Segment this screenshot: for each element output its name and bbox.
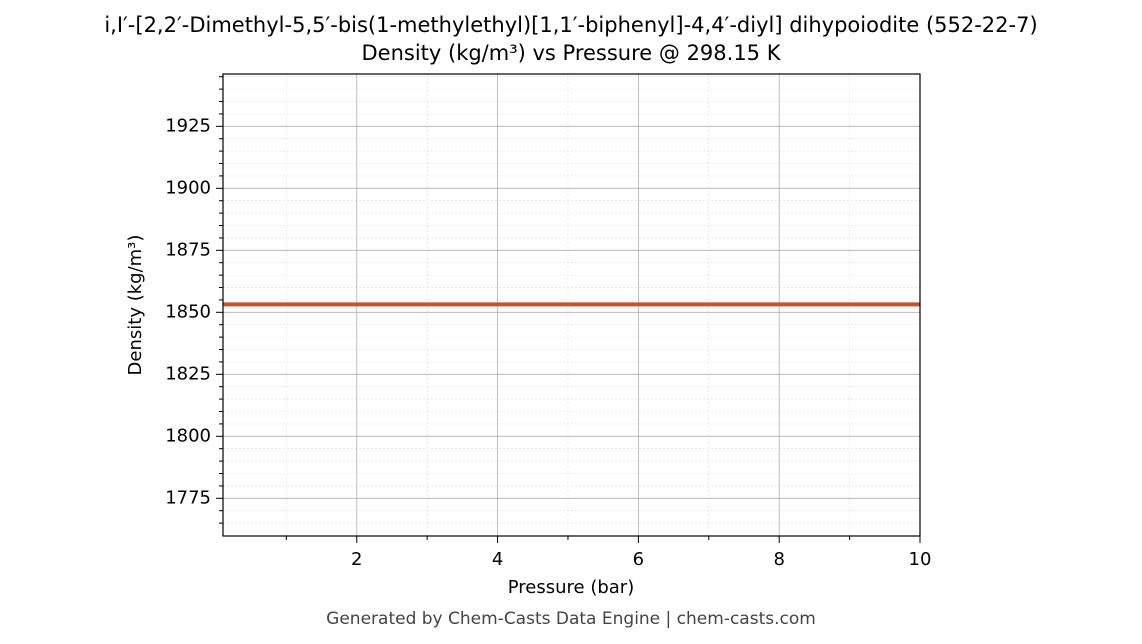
footer: Generated by Chem-Casts Data Engine | ch…: [326, 609, 816, 629]
y-tick-label: 1900: [165, 177, 211, 198]
x-tick-label: 10: [909, 549, 932, 570]
x-tick-label: 2: [351, 549, 362, 570]
y-axis-label: Density (kg/m³): [125, 235, 146, 376]
x-tick-label: 8: [773, 549, 784, 570]
chart-title: i,I′-[2,2′-Dimethyl-5,5′-bis(1-methyleth…: [104, 13, 1037, 37]
y-tick-label: 1850: [165, 301, 211, 322]
x-axis-label: Pressure (bar): [508, 577, 634, 598]
y-tick-label: 1875: [165, 239, 211, 260]
y-tick-label: 1800: [165, 425, 211, 446]
chart-subtitle: Density (kg/m³) vs Pressure @ 298.15 K: [361, 41, 781, 65]
x-tick-label: 4: [492, 549, 503, 570]
y-tick-label: 1775: [165, 487, 211, 508]
y-tick-label: 1925: [165, 115, 211, 136]
plot-frame: [222, 73, 921, 537]
x-tick-label: 6: [633, 549, 644, 570]
y-tick-label: 1825: [165, 363, 211, 384]
